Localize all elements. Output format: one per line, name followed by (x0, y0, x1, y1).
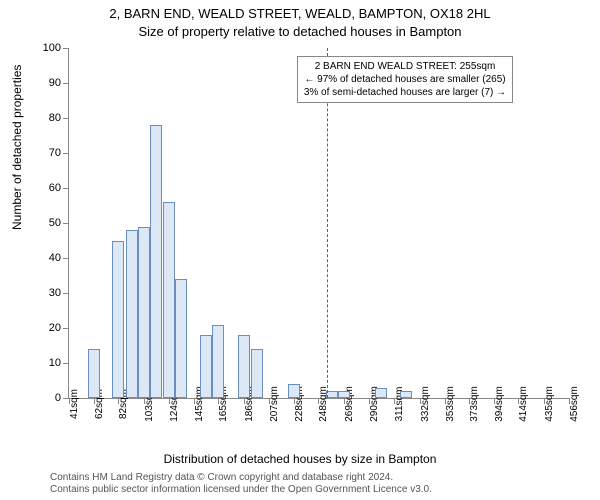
annotation-box: 2 BARN END WEALD STREET: 255sqm← 97% of … (297, 56, 513, 103)
annotation-line: 3% of semi-detached houses are larger (7… (304, 86, 506, 99)
histogram-bar (138, 227, 150, 399)
y-tick-label: 90 (49, 77, 61, 89)
y-tick (63, 258, 69, 259)
attribution-line: Contains HM Land Registry data © Crown c… (50, 472, 432, 484)
x-tick-label: 332sqm (420, 386, 431, 422)
y-tick (63, 48, 69, 49)
x-tick-label: 373sqm (469, 386, 480, 422)
y-axis-label: Number of detached properties (10, 65, 24, 230)
y-tick (63, 293, 69, 294)
y-tick (63, 328, 69, 329)
y-tick-label: 50 (49, 217, 61, 229)
y-tick (63, 363, 69, 364)
histogram-bar (212, 325, 224, 399)
x-tick-label: 414sqm (518, 386, 529, 422)
histogram-bar (238, 335, 250, 398)
y-tick-label: 100 (43, 42, 61, 54)
plot-area: 010203040506070809010041sqm62sqm82sqm103… (68, 48, 569, 399)
y-tick-label: 70 (49, 147, 61, 159)
histogram-bar (338, 391, 350, 398)
y-tick-label: 80 (49, 112, 61, 124)
histogram-bar (200, 335, 212, 398)
attribution-text: Contains HM Land Registry data © Crown c… (50, 472, 432, 496)
y-tick-label: 30 (49, 287, 61, 299)
y-tick (63, 153, 69, 154)
y-tick-label: 10 (49, 357, 61, 369)
y-tick-label: 0 (55, 392, 61, 404)
histogram-bar (288, 384, 300, 398)
chart-title: 2, BARN END, WEALD STREET, WEALD, BAMPTO… (0, 6, 600, 21)
annotation-line: ← 97% of detached houses are smaller (26… (304, 73, 506, 86)
histogram-bar (126, 230, 138, 398)
x-tick-label: 394sqm (494, 386, 505, 422)
x-tick-label: 435sqm (544, 386, 555, 422)
x-tick-label: 41sqm (69, 389, 80, 419)
chart-container: 2, BARN END, WEALD STREET, WEALD, BAMPTO… (0, 0, 600, 500)
x-tick-label: 353sqm (445, 386, 456, 422)
y-tick (63, 118, 69, 119)
histogram-bar (112, 241, 124, 399)
y-tick (63, 223, 69, 224)
y-tick (63, 83, 69, 84)
y-tick-label: 40 (49, 252, 61, 264)
y-tick (63, 188, 69, 189)
histogram-bar (88, 349, 100, 398)
histogram-bar (175, 279, 187, 398)
histogram-bar (150, 125, 162, 398)
y-tick-label: 20 (49, 322, 61, 334)
y-tick-label: 60 (49, 182, 61, 194)
x-tick-label: 207sqm (269, 386, 280, 422)
attribution-line: Contains public sector information licen… (50, 484, 432, 496)
x-tick-label: 456sqm (569, 386, 580, 422)
chart-subtitle: Size of property relative to detached ho… (0, 24, 600, 39)
histogram-bar (375, 388, 387, 399)
x-axis-label: Distribution of detached houses by size … (0, 452, 600, 466)
histogram-bar (400, 391, 412, 398)
histogram-bar (251, 349, 263, 398)
annotation-line: 2 BARN END WEALD STREET: 255sqm (304, 60, 506, 73)
histogram-bar (163, 202, 175, 398)
